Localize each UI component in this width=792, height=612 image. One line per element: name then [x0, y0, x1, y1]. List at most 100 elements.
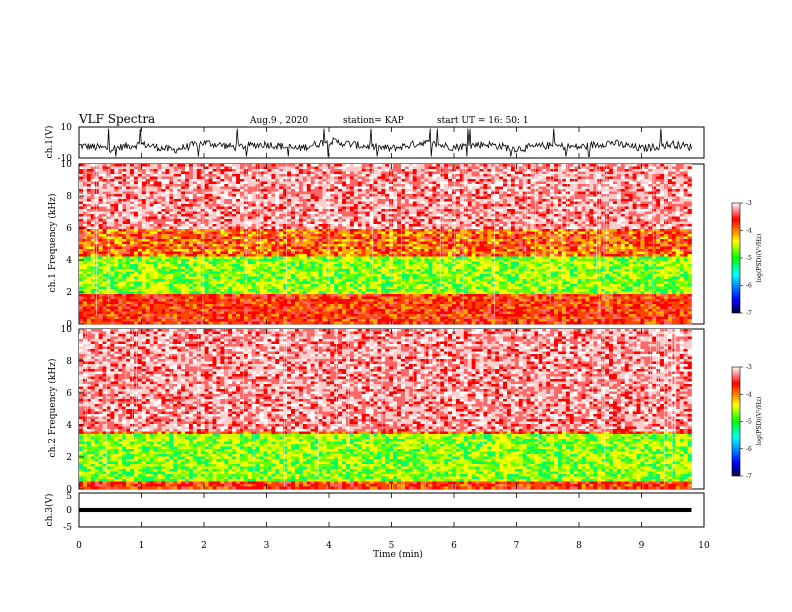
- ch1-spectrogram-cell: [126, 204, 131, 207]
- ch1-spectrogram-cell: [660, 181, 665, 185]
- ch1-spectrogram-cell: [208, 209, 213, 212]
- ch1-spectrogram-cell: [196, 169, 202, 172]
- ch1-spectrogram-cell: [616, 224, 622, 227]
- ch1-spectrogram-cell: [373, 239, 378, 242]
- ch1-spectrogram-cell: [177, 191, 182, 195]
- ch1-spectrogram-cell: [459, 179, 465, 182]
- ch1-spectrogram-cell: [330, 221, 335, 225]
- ch1-spectrogram-cell: [585, 226, 590, 230]
- ch1-spectrogram-cell: [149, 194, 154, 197]
- ch1-spectrogram-cell: [530, 226, 535, 230]
- ch1-spectrogram-cell: [546, 174, 551, 177]
- ch1-spectrogram-cell: [565, 221, 571, 225]
- ch1-spectrogram-cell: [463, 224, 469, 227]
- ch1-spectrogram-cell: [612, 196, 618, 200]
- ch1-spectrogram-cell: [479, 181, 484, 185]
- ch1-spectrogram-cell: [224, 239, 229, 242]
- ch1-spectrogram-cell: [236, 206, 241, 210]
- ch1-spectrogram-cell: [137, 169, 143, 172]
- ch1-spectrogram-cell: [110, 194, 115, 197]
- ch1-spectrogram-cell: [530, 169, 535, 172]
- ch1-spectrogram-cell: [377, 224, 382, 227]
- ch1-spectrogram-cell: [491, 196, 496, 200]
- ch1-spectrogram-cell: [322, 204, 327, 207]
- ch1-spectrogram-cell: [632, 226, 637, 230]
- ch1-spectrogram-cell: [298, 186, 304, 190]
- ch1-spectrogram-cell: [393, 224, 398, 227]
- ch1-spectrogram-cell: [79, 201, 84, 205]
- ch1-spectrogram-cell: [90, 234, 96, 237]
- ch1-spectrogram-cell: [550, 234, 555, 237]
- ch1-spectrogram-cell: [196, 166, 202, 170]
- ch1-spectrogram-cell: [510, 211, 516, 215]
- ch1-spectrogram-cell: [110, 239, 115, 242]
- ch1-spectrogram-cell: [263, 184, 268, 187]
- ch1-spectrogram-cell: [432, 176, 437, 180]
- ch1-spectrogram-cell: [609, 214, 614, 217]
- ch1-spectrogram-cell: [287, 204, 292, 207]
- ch1-spectrogram-cell: [573, 184, 578, 187]
- ch1-spectrogram-cell: [499, 211, 504, 215]
- ch1-spectrogram-cell: [495, 206, 500, 210]
- ch1-spectrogram-cell: [581, 184, 586, 187]
- ch1-spectrogram-cell: [428, 231, 433, 235]
- ch1-spectrogram-cell: [538, 199, 543, 202]
- ch1-spectrogram-cell: [495, 196, 500, 200]
- ch1-spectrogram-cell: [361, 184, 366, 187]
- ch1-spectrogram-cell: [318, 171, 323, 175]
- ch1-spectrogram-cell: [620, 236, 626, 240]
- ch1-spectrogram-cell: [624, 196, 629, 200]
- ch1-spectrogram-cell: [569, 169, 575, 172]
- ch1-spectrogram-cell: [400, 221, 406, 225]
- ch1-spectrogram-cell: [463, 174, 469, 177]
- ch1-spectrogram-cell: [228, 181, 233, 185]
- ch1-spectrogram-cell: [499, 231, 504, 235]
- ch1-spectrogram-cell: [620, 191, 626, 195]
- ch1-spectrogram-cell: [616, 209, 622, 212]
- ch1-spectrogram-cell: [585, 171, 590, 175]
- ch1-spectrogram-cell: [593, 194, 598, 197]
- ch1-spectrogram-cell: [440, 216, 445, 220]
- ch1-spectrogram-cell: [208, 171, 213, 175]
- ch1-spectrogram-cell: [612, 231, 618, 235]
- ch1-spectrogram-cell: [365, 229, 370, 232]
- ch1-spectrogram-cell: [420, 181, 425, 185]
- ch1-spectrogram-cell: [636, 171, 641, 175]
- ch1-spectrogram-cell: [212, 186, 217, 190]
- ch1-spectrogram-cell: [228, 186, 233, 190]
- ch1-spectrogram-cell: [294, 201, 300, 205]
- ch1-spectrogram-cell: [365, 241, 370, 245]
- ch1-spectrogram-cell: [483, 201, 488, 205]
- ch1-spectrogram-cell: [149, 224, 154, 227]
- ch1-spectrogram-cell: [287, 216, 292, 220]
- ch1-spectrogram-cell: [620, 171, 626, 175]
- ch1-spectrogram-cell: [247, 181, 253, 185]
- ch1-spectrogram-cell: [110, 179, 115, 182]
- ch1-spectrogram-cell: [236, 174, 241, 177]
- ch1-spectrogram-cell: [612, 209, 618, 212]
- ch1-spectrogram-cell: [322, 209, 327, 212]
- ch1-spectrogram-cell: [353, 201, 359, 205]
- ch1-spectrogram-cell: [251, 204, 256, 207]
- ch1-spectrogram-cell: [232, 171, 237, 175]
- ch1-spectrogram-cell: [483, 239, 488, 242]
- ch1-spectrogram-cell: [232, 199, 237, 202]
- ch1-spectrogram-cell: [82, 224, 88, 227]
- ch1-spectrogram-cell: [169, 171, 174, 175]
- ch1-spectrogram-cell: [149, 189, 154, 192]
- ch1-spectrogram-cell: [330, 199, 335, 202]
- ch1-spectrogram-cell: [479, 179, 484, 182]
- ch1-spectrogram-cell: [228, 231, 233, 235]
- ch1-spectrogram-cell: [444, 191, 449, 195]
- ch1-spectrogram-cell: [357, 206, 362, 210]
- ch1-spectrogram-cell: [428, 241, 433, 245]
- ch1-spectrogram-cell: [385, 201, 390, 205]
- ch1-spectrogram-cell: [577, 211, 582, 215]
- ch1-spectrogram-cell: [239, 234, 245, 237]
- ch1-spectrogram-cell: [620, 209, 626, 212]
- ch1-spectrogram-cell: [279, 201, 284, 205]
- ch1-spectrogram-cell: [636, 221, 641, 225]
- ch1-spectrogram-cell: [161, 179, 166, 182]
- ch1-spectrogram-cell: [216, 164, 221, 167]
- ch1-spectrogram-cell: [291, 199, 296, 202]
